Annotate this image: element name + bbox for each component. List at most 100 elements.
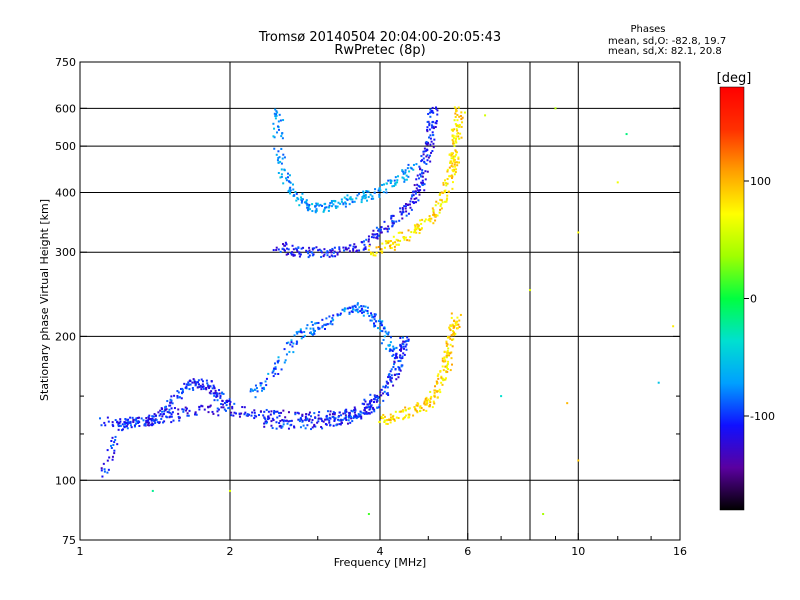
data-point: [437, 202, 440, 205]
data-point: [402, 352, 405, 355]
data-point: [345, 197, 348, 200]
data-point: [103, 421, 106, 424]
data-point: [448, 326, 451, 329]
data-point: [315, 246, 318, 249]
data-point: [412, 414, 415, 417]
data-point: [280, 411, 283, 414]
data-point: [274, 410, 277, 413]
data-point: [425, 149, 428, 152]
data-point: [373, 322, 376, 325]
data-point: [170, 415, 173, 418]
data-point: [263, 425, 266, 428]
data-point: [430, 124, 433, 127]
data-point: [106, 449, 109, 452]
data-point: [215, 394, 218, 397]
data-point: [346, 307, 349, 310]
data-point: [287, 248, 290, 251]
data-point: [422, 153, 425, 156]
data-point: [339, 312, 342, 315]
data-point: [263, 410, 266, 413]
data-point: [184, 406, 187, 409]
data-point: [441, 365, 444, 368]
data-point: [455, 151, 458, 154]
data-point: [407, 212, 410, 215]
data-point: [297, 246, 300, 249]
data-point: [415, 409, 418, 412]
data-point: [316, 202, 319, 205]
data-point: [328, 315, 331, 318]
data-point: [227, 407, 230, 410]
data-point: [133, 425, 136, 428]
data-point: [216, 392, 219, 395]
data-point: [426, 120, 429, 123]
data-point: [418, 193, 421, 196]
data-point: [154, 414, 157, 417]
data-point: [450, 357, 453, 360]
data-point: [213, 399, 216, 402]
data-point: [307, 413, 310, 416]
data-point: [375, 236, 378, 239]
data-point: [367, 240, 370, 243]
data-point: [308, 418, 311, 421]
data-point: [404, 203, 407, 206]
data-point: [295, 342, 298, 345]
data-point: [400, 348, 403, 351]
data-point: [110, 446, 113, 449]
data-point: [295, 192, 298, 195]
data-point: [337, 415, 340, 418]
data-point: [446, 336, 449, 339]
data-point: [378, 230, 381, 233]
data-point: [384, 330, 387, 333]
data-point: [363, 409, 366, 412]
data-point: [418, 227, 421, 230]
data-point: [144, 422, 147, 425]
data-point: [199, 385, 202, 388]
data-point: [163, 420, 166, 423]
data-point: [402, 343, 405, 346]
data-point: [187, 414, 190, 417]
data-point: [216, 410, 219, 413]
data-point: [389, 348, 392, 351]
data-point: [448, 327, 451, 330]
data-point: [288, 350, 291, 353]
data-point: [280, 173, 283, 176]
data-point: [279, 119, 282, 122]
data-point: [424, 178, 427, 181]
data-point: [426, 159, 429, 162]
data-point: [451, 187, 454, 190]
data-point: [372, 254, 375, 257]
data-point: [339, 419, 342, 422]
data-point: [285, 342, 288, 345]
data-point: [386, 386, 389, 389]
data-point: [385, 347, 388, 350]
data-point: [455, 141, 458, 144]
data-point: [364, 400, 367, 403]
data-point: [377, 397, 380, 400]
data-point: [265, 384, 268, 387]
data-point: [361, 311, 364, 314]
data-point: [444, 377, 447, 380]
data-point: [457, 135, 460, 138]
data-point: [454, 140, 457, 143]
data-point: [444, 378, 447, 381]
data-point: [391, 221, 394, 224]
data-point: [407, 338, 410, 341]
colorbar-tick-label: 0: [750, 293, 757, 306]
data-point: [434, 204, 437, 207]
data-point: [340, 200, 343, 203]
data-point: [440, 376, 443, 379]
data-point: [375, 251, 378, 254]
data-point: [124, 417, 127, 420]
data-point: [147, 419, 150, 422]
data-point: [151, 424, 154, 427]
data-point: [441, 201, 444, 204]
data-point: [427, 136, 430, 139]
data-point: [287, 420, 290, 423]
data-point: [399, 344, 402, 347]
data-point: [276, 159, 279, 162]
data-point: [393, 419, 396, 422]
data-point: [354, 408, 357, 411]
data-point: [356, 308, 359, 311]
data-point: [103, 468, 106, 471]
data-point: [374, 233, 377, 236]
